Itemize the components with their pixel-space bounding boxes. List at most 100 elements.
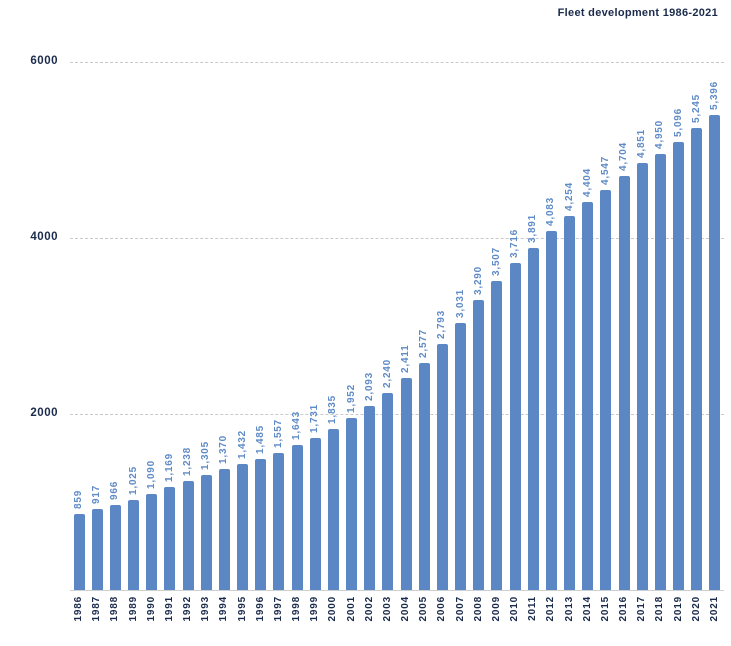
bar-value-label: 966 bbox=[109, 480, 121, 500]
x-axis-year-label: 2019 bbox=[672, 596, 684, 622]
bar bbox=[436, 344, 448, 590]
bar-value-label: 5,396 bbox=[708, 81, 720, 111]
bar bbox=[691, 128, 703, 590]
bar bbox=[600, 189, 612, 590]
bar bbox=[200, 475, 212, 590]
x-axis-year-label: 1997 bbox=[272, 596, 284, 622]
chart-title: Fleet development 1986-2021 bbox=[557, 7, 718, 19]
bar bbox=[91, 509, 103, 590]
gridline bbox=[70, 238, 724, 239]
bar bbox=[255, 459, 267, 590]
x-axis-year-label: 2016 bbox=[618, 596, 630, 622]
bar bbox=[218, 469, 230, 590]
gridline bbox=[70, 414, 724, 415]
x-axis-year-label: 2010 bbox=[509, 596, 521, 622]
bar bbox=[509, 263, 521, 590]
bar-value-label: 1,090 bbox=[145, 460, 157, 490]
y-axis-label: 6000 bbox=[30, 55, 58, 67]
x-axis-year-label: 2003 bbox=[381, 596, 393, 622]
bar bbox=[291, 445, 303, 590]
bar bbox=[346, 418, 358, 590]
x-axis-year-label: 1999 bbox=[309, 596, 321, 622]
bar bbox=[636, 163, 648, 590]
x-axis-year-label: 1992 bbox=[182, 596, 194, 622]
x-axis-year-label: 2013 bbox=[563, 596, 575, 622]
x-axis-year-label: 1990 bbox=[145, 596, 157, 622]
bar bbox=[400, 377, 412, 590]
bar-value-label: 1,485 bbox=[254, 425, 266, 455]
bar bbox=[182, 481, 194, 590]
bar bbox=[545, 230, 557, 590]
bar bbox=[273, 452, 285, 590]
x-axis-year-label: 2020 bbox=[690, 596, 702, 622]
bar bbox=[73, 514, 85, 590]
x-axis-year-label: 2001 bbox=[345, 596, 357, 622]
x-axis-year-label: 1995 bbox=[236, 596, 248, 622]
bar-value-label: 4,851 bbox=[636, 129, 648, 159]
bar-value-label: 859 bbox=[73, 490, 85, 510]
bar-value-label: 1,643 bbox=[291, 411, 303, 441]
bar-value-label: 1,557 bbox=[272, 418, 284, 448]
bar bbox=[618, 176, 630, 590]
plot-area: 859 1986 917 1987 966 1988 1,025 1989 1,090 1990 1… bbox=[70, 62, 724, 621]
bar-value-label: 3,507 bbox=[490, 247, 502, 277]
x-axis-year-label: 2002 bbox=[363, 596, 375, 622]
bar-value-label: 1,025 bbox=[127, 465, 139, 495]
bar bbox=[709, 115, 721, 590]
bar bbox=[654, 154, 666, 590]
x-axis-year-label: 2007 bbox=[454, 596, 466, 622]
bar bbox=[673, 141, 685, 590]
x-axis-year-label: 1986 bbox=[73, 596, 85, 622]
bar-value-label: 2,240 bbox=[381, 358, 393, 388]
x-axis-year-label: 1991 bbox=[163, 596, 175, 622]
bar bbox=[418, 363, 430, 590]
bar bbox=[491, 281, 503, 590]
bar bbox=[455, 323, 467, 590]
bar bbox=[109, 505, 121, 590]
bar bbox=[473, 300, 485, 590]
bar-value-label: 1,169 bbox=[163, 453, 175, 483]
bar-value-label: 5,245 bbox=[690, 94, 702, 124]
bar-value-label: 4,704 bbox=[618, 142, 630, 172]
bar bbox=[327, 428, 339, 590]
x-axis-year-label: 1996 bbox=[254, 596, 266, 622]
bar-value-label: 2,793 bbox=[436, 310, 448, 340]
bar-value-label: 3,290 bbox=[472, 266, 484, 296]
x-axis-year-label: 2018 bbox=[654, 596, 666, 622]
bar bbox=[237, 463, 249, 590]
bar-value-label: 4,083 bbox=[545, 196, 557, 226]
bar bbox=[164, 487, 176, 590]
bar bbox=[382, 392, 394, 590]
x-axis-line bbox=[70, 590, 724, 591]
x-axis-year-label: 2017 bbox=[636, 596, 648, 622]
bar bbox=[564, 215, 576, 590]
x-axis-year-label: 1998 bbox=[291, 596, 303, 622]
bar-value-label: 4,254 bbox=[563, 181, 575, 211]
x-axis-year-label: 1993 bbox=[200, 596, 212, 622]
bar-value-label: 1,305 bbox=[200, 441, 212, 471]
bar-value-label: 3,031 bbox=[454, 289, 466, 319]
bar-value-label: 1,370 bbox=[218, 435, 230, 465]
bar-value-label: 1,835 bbox=[327, 394, 339, 424]
bar-value-label: 3,716 bbox=[509, 228, 521, 258]
x-axis-year-label: 2014 bbox=[581, 596, 593, 622]
x-axis-year-label: 2008 bbox=[472, 596, 484, 622]
bar bbox=[364, 405, 376, 590]
x-axis-year-label: 2021 bbox=[708, 596, 720, 622]
bar bbox=[527, 247, 539, 590]
bar-value-label: 1,432 bbox=[236, 429, 248, 459]
x-axis-year-label: 2011 bbox=[527, 596, 539, 621]
bar-value-label: 917 bbox=[91, 485, 103, 505]
bar bbox=[582, 202, 594, 590]
x-axis-year-label: 1988 bbox=[109, 596, 121, 622]
bar-value-label: 4,950 bbox=[654, 120, 666, 150]
bar-value-label: 3,891 bbox=[527, 213, 539, 243]
bar-value-label: 4,547 bbox=[599, 155, 611, 185]
x-axis-year-label: 2012 bbox=[545, 596, 557, 622]
x-axis-year-label: 2004 bbox=[400, 596, 412, 622]
bar-value-label: 2,411 bbox=[400, 344, 412, 373]
bar-value-label: 2,577 bbox=[418, 329, 430, 359]
x-axis-year-label: 2000 bbox=[327, 596, 339, 622]
y-axis-label: 4000 bbox=[30, 231, 58, 243]
